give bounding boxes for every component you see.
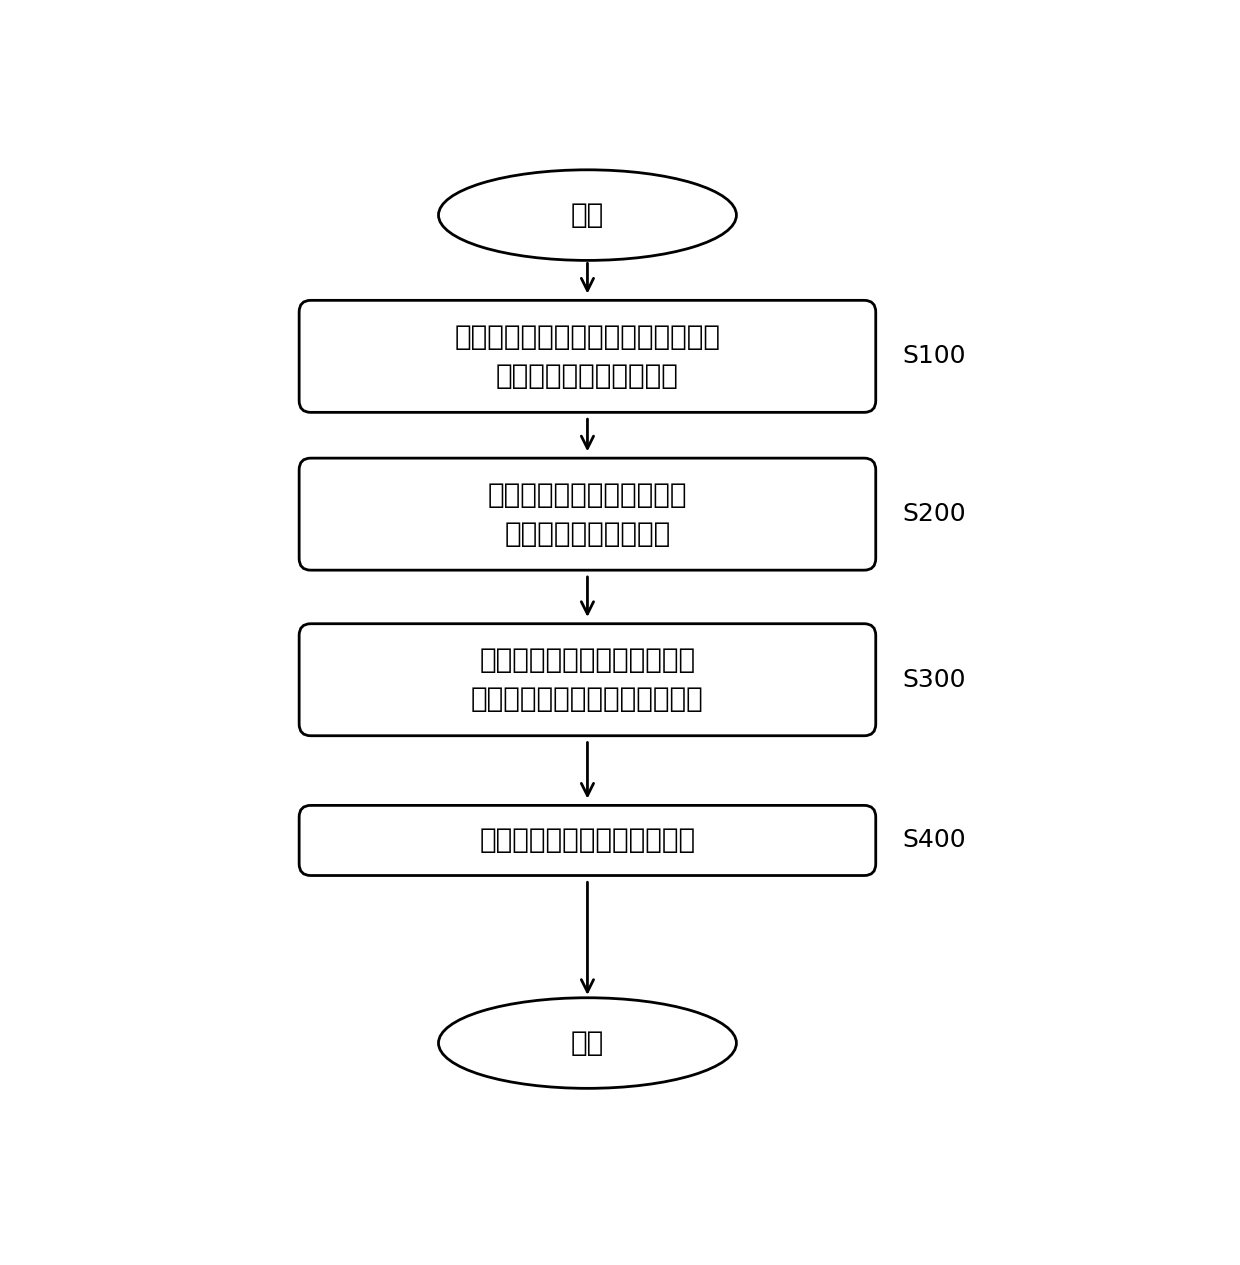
Text: S200: S200 [903,502,966,526]
Text: 对錨酸馒进行酸解来制备錨酸: 对錨酸馒进行酸解来制备錨酸 [480,826,696,854]
FancyBboxPatch shape [299,300,875,412]
Ellipse shape [439,170,737,261]
Text: S300: S300 [903,668,966,692]
FancyBboxPatch shape [299,806,875,875]
Text: S100: S100 [903,344,966,368]
FancyBboxPatch shape [299,458,875,571]
Text: 结束: 结束 [570,1028,604,1058]
FancyBboxPatch shape [299,624,875,736]
Text: 向废脱氮催化剤添加碱金属进行混合
后通过碱融生成焉烧产物: 向废脱氮催化剤添加碱金属进行混合 后通过碱融生成焉烧产物 [454,323,720,390]
Text: 向碱性浸出液添加沉淠剤并通
过搅拌使偏钒酸馒或錨酸馒沉淠: 向碱性浸出液添加沉淠剤并通 过搅拌使偏钒酸馒或錨酸馒沉淠 [471,646,704,713]
Text: 对焉烧产物进行水浸出来回
收碱性浸出液及残留物: 对焉烧产物进行水浸出来回 收碱性浸出液及残留物 [487,481,687,548]
Text: 开始: 开始 [570,201,604,229]
Ellipse shape [439,998,737,1088]
Text: S400: S400 [903,829,966,853]
